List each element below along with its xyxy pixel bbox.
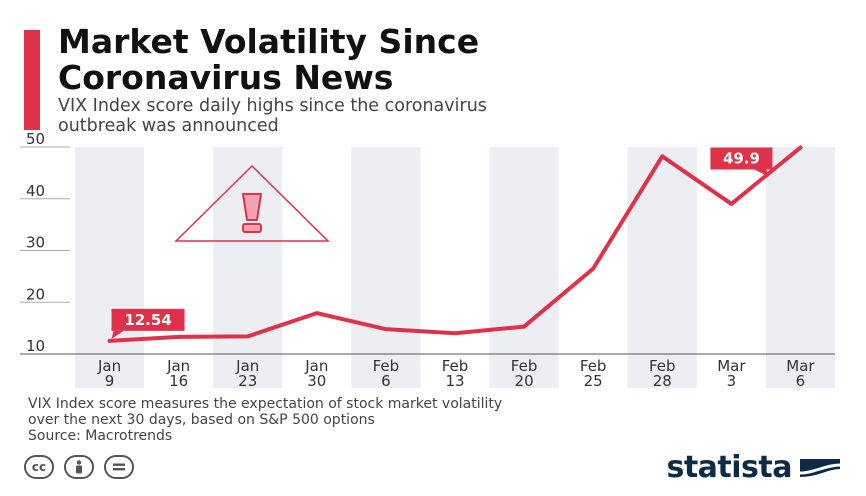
- column-band: [765, 147, 835, 388]
- column-band: [213, 147, 283, 388]
- x-tick-day: 13: [445, 372, 464, 390]
- source-label: Source: Macrotrends: [28, 428, 173, 444]
- x-tick-day: 6: [796, 372, 806, 390]
- x-tick-day: 30: [307, 372, 326, 390]
- y-tick-label: 40: [26, 182, 45, 200]
- footnote-line-2: over the next 30 days, based on S&P 500 …: [28, 412, 375, 428]
- x-tick-month: Jan: [235, 357, 259, 375]
- x-tick-day: 6: [381, 372, 391, 390]
- y-tick-label: 10: [26, 337, 45, 355]
- x-tick-label: Feb 28: [649, 357, 676, 390]
- title-line-2: Coronavirus News: [58, 58, 394, 97]
- x-tick-label: Feb 6: [373, 357, 400, 390]
- vix-series-line: [107, 145, 803, 343]
- annotation-pointer: [754, 169, 769, 177]
- y-axis: 10 20 30 40 50: [20, 130, 835, 355]
- y-tick-label: 50: [26, 130, 45, 148]
- x-tick-label: Jan 30: [304, 357, 328, 390]
- x-tick-label: Jan 9: [97, 357, 121, 390]
- column-band: [627, 147, 697, 388]
- chart-subtitle: VIX Index score daily highs since the co…: [58, 96, 487, 136]
- x-tick-label: Mar 6: [786, 357, 815, 390]
- y-tick-label: 30: [26, 234, 45, 252]
- chart-title: Market Volatility Since Coronavirus News: [58, 24, 479, 96]
- annotation-pointer: [111, 330, 124, 339]
- series-lines: [107, 145, 803, 343]
- x-tick-day: 20: [515, 372, 534, 390]
- license-icons: cc: [24, 455, 134, 479]
- y-tick-label: 20: [26, 285, 45, 303]
- x-tick-label: Jan 23: [235, 357, 259, 390]
- statista-logo-icon: [800, 459, 840, 477]
- subtitle-line-1: VIX Index score daily highs since the co…: [58, 96, 487, 116]
- annotation-box: [710, 147, 773, 170]
- no-derivatives-icon[interactable]: [104, 455, 134, 479]
- x-tick-day: 28: [653, 372, 672, 390]
- x-tick-month: Feb: [580, 357, 607, 375]
- x-tick-label: Mar 3: [717, 357, 746, 390]
- title-line-1: Market Volatility Since: [58, 22, 480, 61]
- warning-triangle-icon: [174, 164, 330, 242]
- column-band: [351, 147, 421, 388]
- x-tick-day: 16: [169, 372, 188, 390]
- x-tick-label: Feb 20: [511, 357, 538, 390]
- x-tick-month: Feb: [649, 357, 676, 375]
- chart-footnote: VIX Index score measures the expectation…: [28, 396, 502, 444]
- x-tick-day: 3: [727, 372, 737, 390]
- x-tick-month: Jan: [97, 357, 121, 375]
- statista-brand[interactable]: statista: [666, 452, 840, 484]
- data-annotations: 12.54 49.9: [111, 147, 773, 339]
- data-label: 12.54: [124, 311, 171, 329]
- column-band: [75, 147, 145, 388]
- brand-logo-text: statista: [666, 450, 792, 485]
- subtitle-line-2: outbreak was announced: [58, 116, 279, 136]
- x-tick-day: 23: [238, 372, 257, 390]
- footnote-line-1: VIX Index score measures the expectation…: [28, 396, 503, 412]
- attribution-icon[interactable]: [64, 455, 94, 479]
- x-tick-month: Feb: [511, 357, 538, 375]
- title-accent-bar: [24, 30, 40, 130]
- x-tick-month: Mar: [786, 357, 815, 375]
- x-tick-month: Jan: [166, 357, 190, 375]
- data-label: 49.9: [723, 150, 760, 168]
- column-band: [489, 147, 559, 388]
- x-tick-month: Feb: [373, 357, 400, 375]
- x-tick-label: Feb 25: [580, 357, 607, 390]
- x-tick-day: 25: [584, 372, 603, 390]
- annotation-box: [111, 308, 185, 331]
- x-tick-label: Jan 16: [166, 357, 190, 390]
- column-bands: [75, 147, 835, 388]
- x-tick-day: 9: [105, 372, 115, 390]
- x-tick-month: Jan: [304, 357, 328, 375]
- x-tick-label: Feb 13: [442, 357, 469, 390]
- x-tick-month: Mar: [717, 357, 746, 375]
- x-tick-month: Feb: [442, 357, 469, 375]
- creative-commons-icon[interactable]: cc: [24, 455, 54, 479]
